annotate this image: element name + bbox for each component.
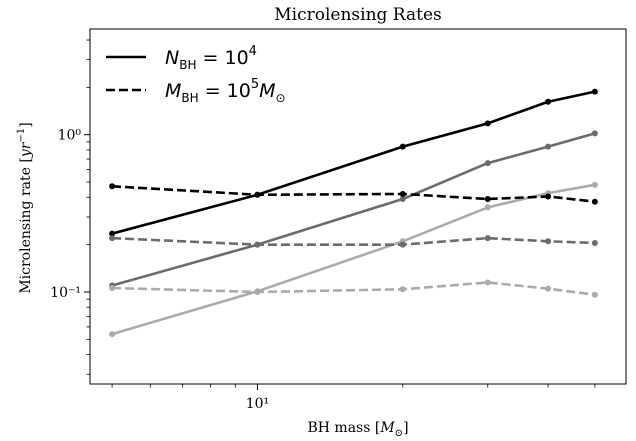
- series-line-2: [112, 133, 595, 285]
- series-3-point: [592, 182, 598, 188]
- series-6-point: [485, 279, 491, 285]
- series-4-point: [109, 183, 115, 189]
- series-4-point: [254, 192, 260, 198]
- series-6-point: [109, 285, 115, 291]
- series-5-point: [545, 238, 551, 244]
- series-1-point: [400, 144, 406, 150]
- series-5-point: [400, 242, 406, 248]
- series-line-5: [112, 238, 595, 245]
- series-line-6: [112, 282, 595, 294]
- series-6-point: [545, 286, 551, 292]
- series-1-point: [545, 99, 551, 105]
- series-layer: [109, 89, 598, 337]
- ticks-layer: 10⁻¹ 10⁰ 10¹: [50, 40, 595, 412]
- series-6-point: [592, 292, 598, 298]
- series-5-point: [592, 240, 598, 246]
- series-1-point: [485, 120, 491, 126]
- y-tick-label: 10⁻¹: [50, 285, 81, 301]
- series-2-point: [592, 130, 598, 136]
- series-2-point: [485, 160, 491, 166]
- series-4-point: [400, 191, 406, 197]
- y-axis-label: Microlensing rate [yr−1]: [16, 122, 34, 293]
- series-6-point: [400, 286, 406, 292]
- legend-label-nbh: NBH = 104: [165, 44, 257, 72]
- y-tick-label: 10⁰: [58, 128, 82, 144]
- chart-title: Microlensing Rates: [274, 5, 442, 25]
- series-line-3: [112, 185, 595, 334]
- series-1-point: [592, 89, 598, 95]
- series-6-point: [254, 289, 260, 295]
- x-tick-label: 10¹: [246, 396, 269, 412]
- series-line-1: [112, 92, 595, 234]
- series-4-point: [592, 199, 598, 205]
- series-3-point: [485, 204, 491, 210]
- series-4-point: [485, 196, 491, 202]
- series-5-point: [485, 235, 491, 241]
- series-5-point: [109, 235, 115, 241]
- legend-label-mbh: MBH = 105M⊙: [165, 77, 286, 105]
- series-4-point: [545, 193, 551, 199]
- x-axis-label: BH mass [M⊙]: [307, 420, 408, 439]
- series-5-point: [254, 242, 260, 248]
- legend: NBH = 104 MBH = 105M⊙: [106, 44, 286, 105]
- series-3-point: [109, 331, 115, 337]
- series-2-point: [545, 144, 551, 150]
